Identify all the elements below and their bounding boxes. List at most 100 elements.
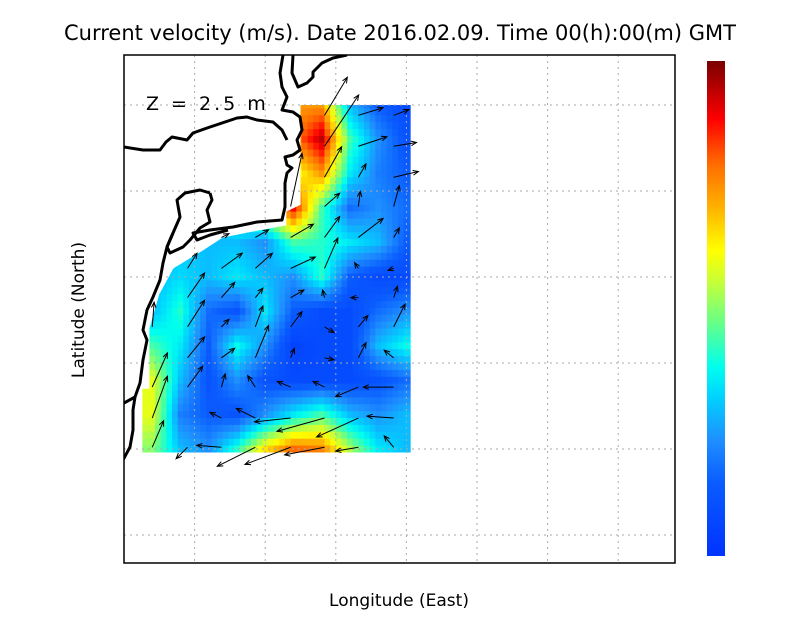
speed-cell xyxy=(409,273,411,282)
speed-cell xyxy=(262,259,269,268)
speed-cell xyxy=(217,349,224,357)
velocity-arrow xyxy=(220,372,227,388)
speed-cell xyxy=(177,266,184,275)
speed-cell xyxy=(228,376,235,385)
speed-cell xyxy=(409,122,411,130)
speed-cell xyxy=(364,328,371,337)
velocity-arrow xyxy=(255,229,270,238)
speed-cell xyxy=(301,136,309,144)
speed-cell xyxy=(256,287,263,295)
speed-cell xyxy=(296,294,303,302)
speed-cell xyxy=(369,156,376,165)
speed-cell xyxy=(251,369,258,378)
speed-cell xyxy=(205,390,213,398)
speed-cell xyxy=(262,390,269,398)
velocity-arrow xyxy=(383,434,395,448)
speed-cell xyxy=(222,342,229,350)
speed-cell xyxy=(256,280,263,288)
speed-cell xyxy=(217,246,224,254)
speed-cell xyxy=(330,197,337,206)
speed-cell xyxy=(318,369,326,378)
speed-cell xyxy=(149,356,156,364)
speed-cell xyxy=(205,301,213,309)
speed-cell xyxy=(177,390,184,398)
speed-cell xyxy=(211,390,218,398)
arrow-head xyxy=(334,215,341,223)
speed-cell xyxy=(239,411,246,419)
speed-cell xyxy=(335,349,342,357)
speed-cell xyxy=(251,363,258,371)
speed-cell xyxy=(358,177,365,185)
arrow-shaft xyxy=(357,191,361,207)
speed-cell xyxy=(251,445,258,453)
speed-cell xyxy=(392,452,399,453)
speed-cell xyxy=(330,266,337,275)
speed-cell xyxy=(279,225,286,233)
speed-cell xyxy=(352,287,359,295)
speed-cell xyxy=(228,328,235,337)
arrow-shaft xyxy=(358,107,384,116)
speed-cell xyxy=(358,376,365,385)
speed-cell xyxy=(386,452,393,453)
arrow-head xyxy=(412,170,420,176)
speed-cell xyxy=(397,170,405,178)
speed-cell xyxy=(217,418,224,426)
speed-cell xyxy=(194,335,201,343)
speed-cell xyxy=(318,149,326,158)
speed-cell xyxy=(222,363,229,371)
speed-cell xyxy=(211,363,218,371)
speed-cell xyxy=(330,280,337,288)
speed-cell xyxy=(381,105,388,110)
speed-cell xyxy=(347,163,354,171)
speed-cell xyxy=(155,445,162,453)
speed-cell xyxy=(330,218,337,226)
speed-cell xyxy=(166,287,173,295)
speed-cell xyxy=(285,294,292,302)
arrow-shaft xyxy=(254,417,291,423)
speed-cell xyxy=(155,383,162,392)
speed-cell xyxy=(358,239,365,247)
speed-cell xyxy=(330,431,337,440)
speed-cell xyxy=(403,105,410,110)
speed-cell xyxy=(211,342,218,350)
speed-cell xyxy=(239,321,246,330)
speed-cell xyxy=(318,246,326,254)
speed-cell xyxy=(375,273,382,282)
speed-cell xyxy=(177,273,184,282)
speed-cell xyxy=(364,390,371,398)
speed-cell xyxy=(285,259,292,268)
speed-cell xyxy=(301,335,309,343)
speed-cell xyxy=(403,252,410,261)
speed-cell xyxy=(172,301,179,309)
speed-cell xyxy=(194,328,201,337)
arrow-head xyxy=(216,461,224,467)
coastline-segment xyxy=(290,55,348,89)
speed-cell xyxy=(409,204,411,213)
speed-cell xyxy=(341,308,348,316)
speed-cell xyxy=(307,105,314,110)
speed-cell xyxy=(330,105,337,110)
speed-cell xyxy=(155,404,162,412)
speed-cell xyxy=(352,404,359,412)
arrow-head xyxy=(283,451,291,457)
speed-cell xyxy=(239,239,246,247)
speed-cell xyxy=(330,363,337,371)
speed-cell xyxy=(375,308,382,316)
speed-cell xyxy=(189,383,196,392)
speed-cell xyxy=(335,232,342,240)
speed-cell xyxy=(142,397,145,405)
speed-cell xyxy=(364,280,371,288)
speed-cell xyxy=(397,418,405,426)
speed-cell xyxy=(172,294,179,302)
speed-cell xyxy=(296,342,303,350)
speed-cell xyxy=(347,335,354,343)
speed-cell xyxy=(330,156,337,165)
speed-cell xyxy=(375,115,382,123)
speed-cell xyxy=(285,266,292,275)
speed-cell xyxy=(189,273,196,282)
speed-cell xyxy=(335,397,342,405)
speed-cell xyxy=(183,390,190,398)
speed-cell xyxy=(245,246,252,254)
speed-cell xyxy=(403,246,410,254)
